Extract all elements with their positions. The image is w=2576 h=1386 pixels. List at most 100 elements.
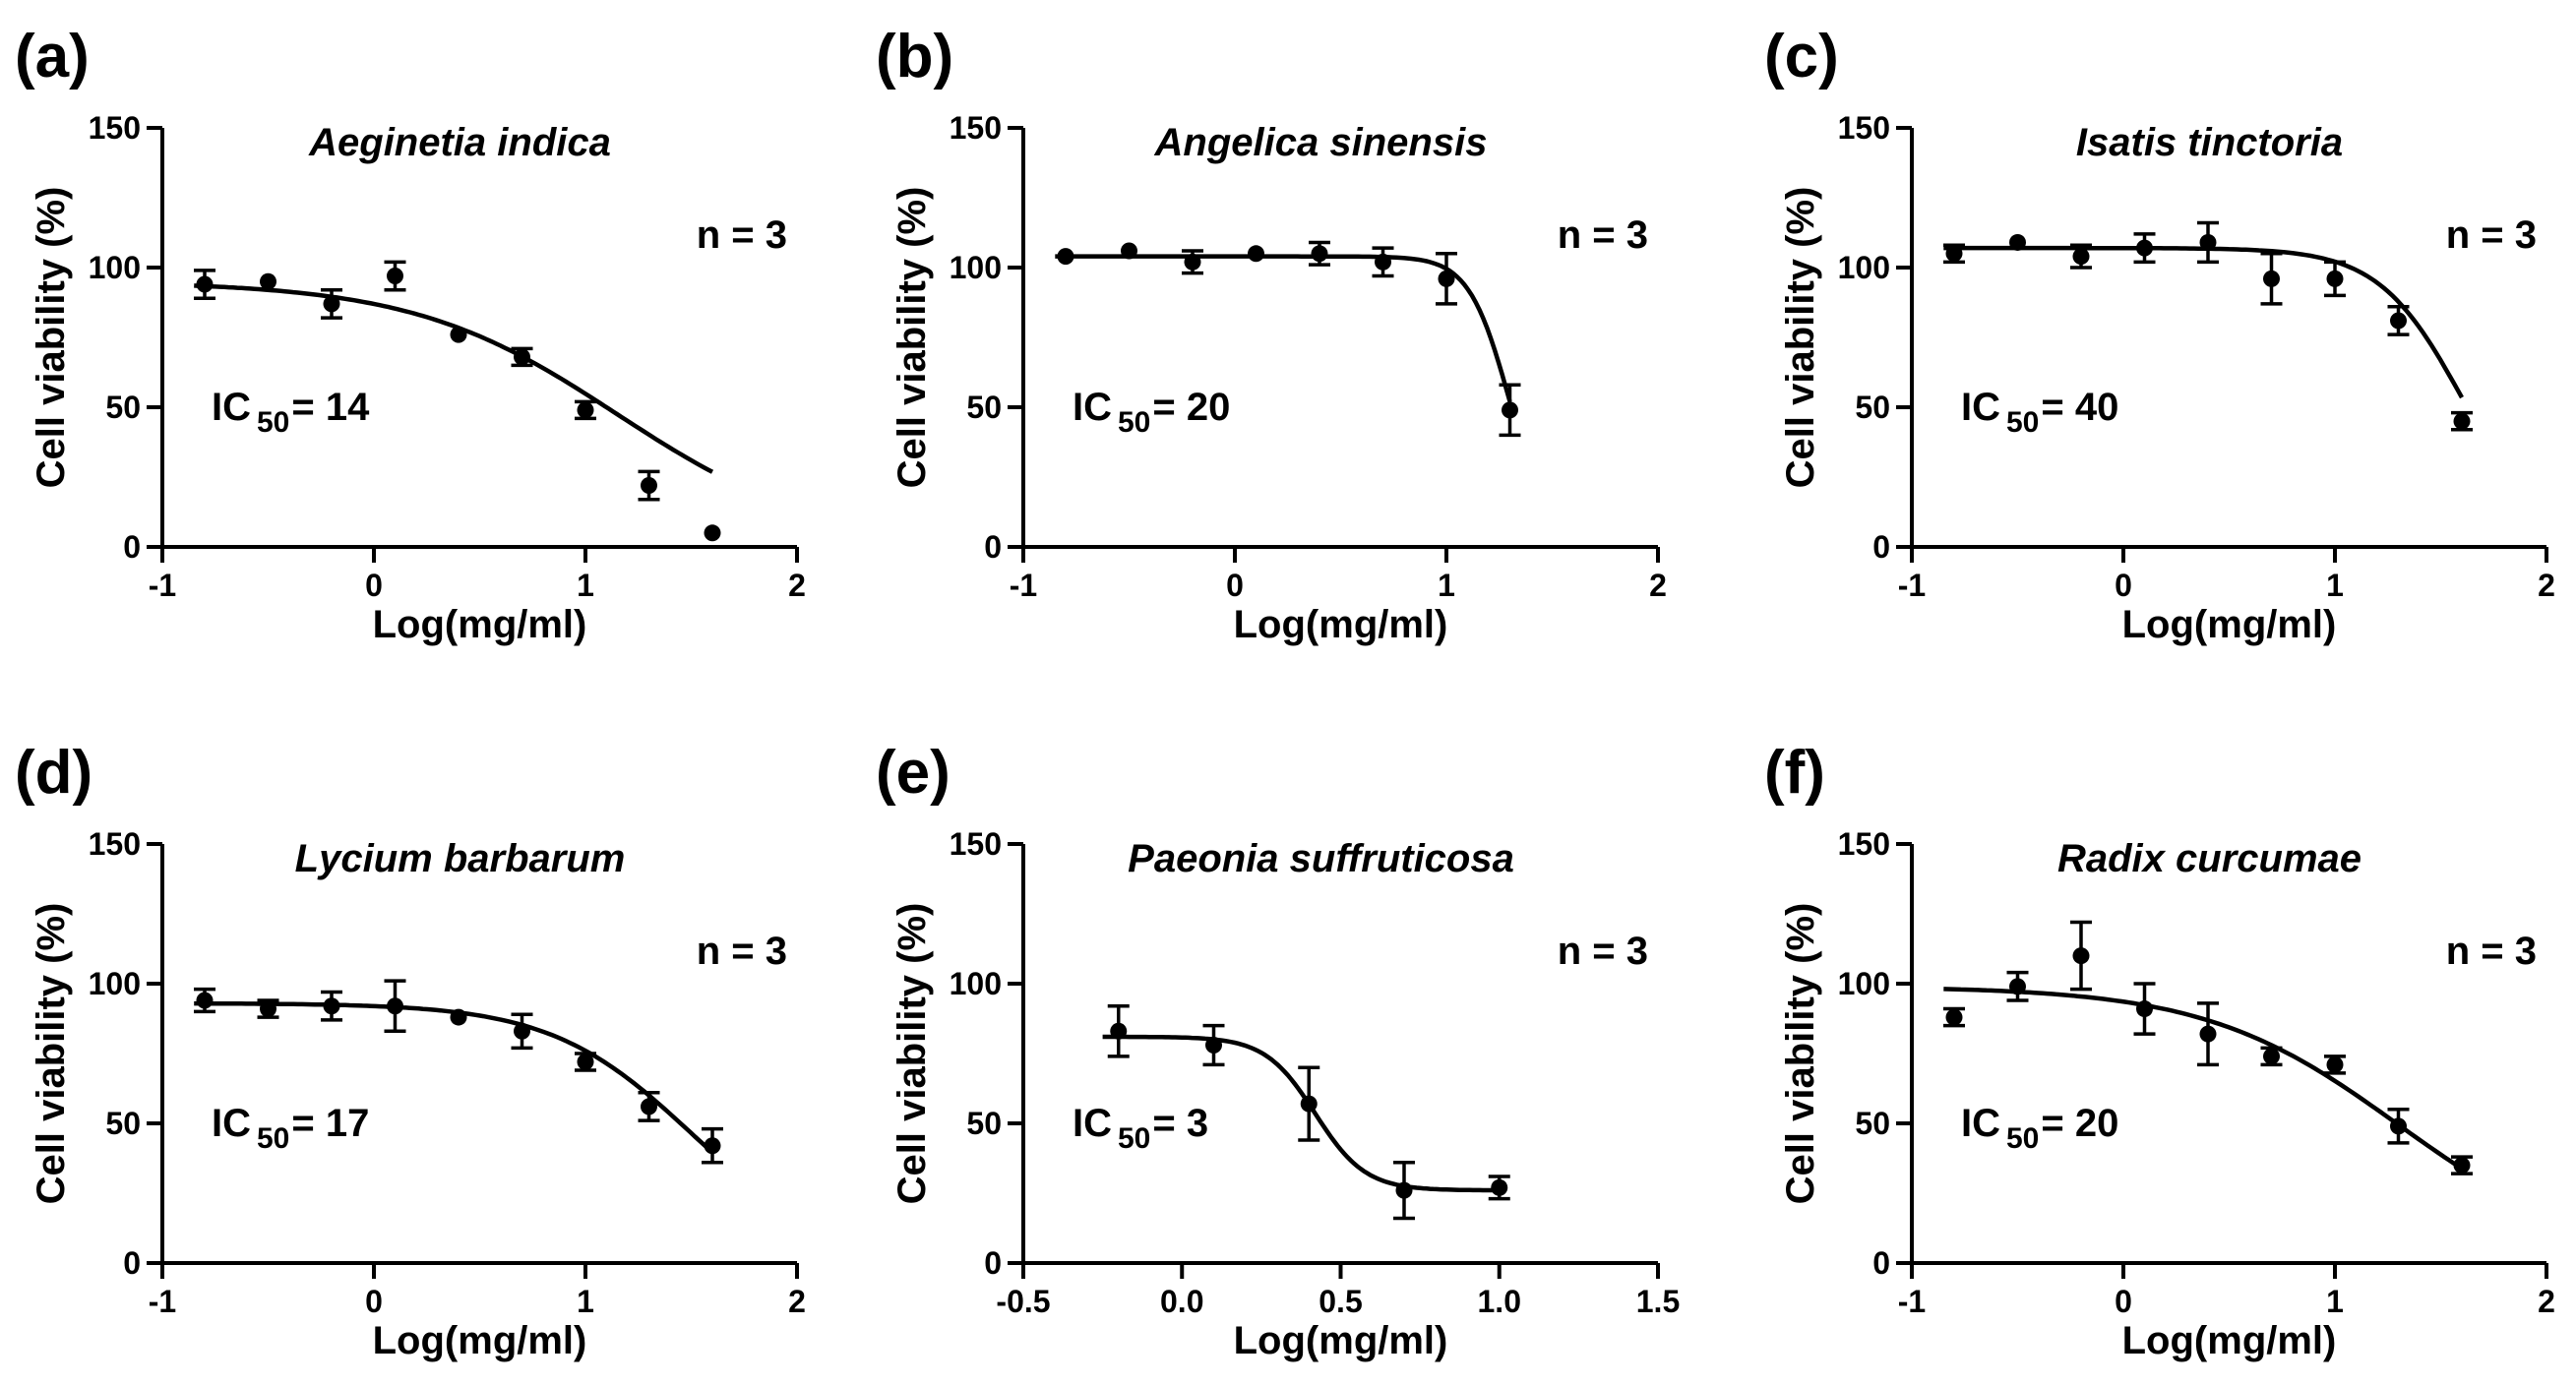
data-point bbox=[514, 348, 530, 366]
n-label: n = 3 bbox=[2446, 930, 2537, 973]
ic50-subscript: 50 bbox=[2006, 406, 2039, 439]
data-point bbox=[704, 1137, 721, 1155]
ic50-label: IC 50= 20 bbox=[1073, 386, 1230, 439]
x-axis-label: Log(mg/ml) bbox=[2122, 603, 2337, 646]
panel-title: Lycium barbarum bbox=[295, 837, 626, 880]
data-point bbox=[2326, 1055, 2344, 1073]
data-point bbox=[323, 997, 340, 1015]
x-axis-label: Log(mg/ml) bbox=[2122, 1319, 2337, 1362]
ic50-label: IC 50= 20 bbox=[1961, 1102, 2118, 1155]
y-axis-label: Cell viability (%) bbox=[1779, 903, 1822, 1205]
ic50-subscript: 50 bbox=[257, 1122, 289, 1155]
panel-title: Paeonia suffruticosa bbox=[1128, 837, 1514, 880]
data-point bbox=[514, 1022, 530, 1040]
data-point bbox=[2263, 1048, 2280, 1065]
y-tick-label: 100 bbox=[950, 966, 1002, 1001]
data-point bbox=[1945, 245, 1963, 263]
data-point bbox=[1184, 253, 1201, 271]
fit-curve bbox=[1943, 245, 2464, 399]
x-tick-label: 2 bbox=[2538, 1284, 2555, 1319]
data-point bbox=[2009, 978, 2026, 995]
ic50-subscript: 50 bbox=[257, 406, 289, 439]
y-axis-label: Cell viability (%) bbox=[890, 903, 934, 1205]
n-label: n = 3 bbox=[1558, 930, 1648, 973]
data-point bbox=[196, 992, 214, 1009]
data-point bbox=[1057, 248, 1074, 266]
data-point bbox=[2199, 233, 2217, 251]
y-tick-label: 0 bbox=[123, 529, 141, 565]
y-tick-label: 50 bbox=[105, 390, 141, 425]
x-axis-label: Log(mg/ml) bbox=[1234, 603, 1448, 646]
panel-label: (f) bbox=[1764, 739, 1825, 807]
data-point bbox=[450, 1008, 467, 1026]
y-tick-label: 150 bbox=[950, 110, 1002, 146]
n-label: n = 3 bbox=[697, 930, 787, 973]
data-point bbox=[323, 295, 340, 313]
y-tick-label: 150 bbox=[950, 826, 1002, 862]
x-tick-label: 2 bbox=[2538, 568, 2555, 603]
y-tick-label: 100 bbox=[89, 966, 141, 1001]
ic50-prefix: IC bbox=[212, 1102, 251, 1145]
data-point bbox=[2136, 1000, 2153, 1018]
x-tick-label: 0.0 bbox=[1160, 1284, 1203, 1319]
x-tick-label: 1 bbox=[2326, 568, 2344, 603]
y-tick-label: 150 bbox=[89, 826, 141, 862]
y-tick-label: 0 bbox=[123, 1245, 141, 1281]
ic50-value: = 17 bbox=[291, 1102, 369, 1145]
data-point bbox=[2263, 270, 2280, 287]
data-point bbox=[1110, 1022, 1128, 1040]
x-tick-label: -1 bbox=[149, 1284, 176, 1319]
x-tick-label: 0.5 bbox=[1319, 1284, 1362, 1319]
data-point bbox=[387, 997, 403, 1015]
data-point bbox=[2326, 270, 2344, 287]
data-point bbox=[450, 326, 467, 343]
data-point bbox=[196, 275, 214, 293]
panel-e: (e) Paeonia suffruticosa 0 50 100 150 -0.5 0.0 0… bbox=[876, 739, 1680, 1362]
y-tick-label: 0 bbox=[1872, 1245, 1890, 1281]
ic50-subscript: 50 bbox=[2006, 1122, 2039, 1155]
data-point bbox=[1375, 253, 1391, 271]
y-axis-label: Cell viability (%) bbox=[890, 187, 934, 489]
data-point bbox=[2199, 1025, 2217, 1043]
data-point bbox=[2390, 1117, 2407, 1135]
y-tick-label: 150 bbox=[1838, 110, 1890, 146]
y-tick-label: 50 bbox=[966, 1106, 1002, 1141]
ic50-subscript: 50 bbox=[1118, 406, 1150, 439]
x-tick-label: 0 bbox=[2115, 568, 2132, 603]
panel-title: Isatis tinctoria bbox=[2076, 121, 2343, 164]
panel-label: (e) bbox=[876, 739, 951, 807]
data-point bbox=[2453, 412, 2471, 430]
panel-title: Aeginetia indica bbox=[308, 121, 611, 164]
panel-title: Radix curcumae bbox=[2057, 837, 2361, 880]
panel-title: Angelica sinensis bbox=[1154, 121, 1488, 164]
y-axis-label: Cell viability (%) bbox=[30, 903, 73, 1205]
data-point bbox=[577, 1054, 594, 1071]
y-tick-label: 50 bbox=[1855, 1106, 1890, 1141]
ic50-value: = 3 bbox=[1152, 1102, 1208, 1145]
y-tick-label: 50 bbox=[1855, 390, 1890, 425]
y-tick-label: 100 bbox=[89, 250, 141, 285]
data-point bbox=[2072, 248, 2090, 266]
x-tick-label: 1 bbox=[1438, 568, 1455, 603]
data-point bbox=[577, 401, 594, 419]
y-tick-label: 0 bbox=[1872, 529, 1890, 565]
ic50-prefix: IC bbox=[1073, 386, 1112, 429]
ic50-label: IC 50= 14 bbox=[212, 386, 370, 439]
data-point bbox=[2136, 239, 2153, 257]
y-tick-label: 150 bbox=[89, 110, 141, 146]
x-tick-label: -0.5 bbox=[996, 1284, 1050, 1319]
x-tick-label: -1 bbox=[1010, 568, 1037, 603]
y-tick-label: 100 bbox=[1838, 966, 1890, 1001]
ic50-prefix: IC bbox=[212, 386, 251, 429]
data-point bbox=[260, 272, 276, 290]
ic50-value: = 20 bbox=[1152, 386, 1230, 429]
ic50-prefix: IC bbox=[1073, 1102, 1112, 1145]
n-label: n = 3 bbox=[1558, 213, 1648, 257]
data-point bbox=[641, 1098, 657, 1115]
x-tick-label: 0 bbox=[1226, 568, 1244, 603]
